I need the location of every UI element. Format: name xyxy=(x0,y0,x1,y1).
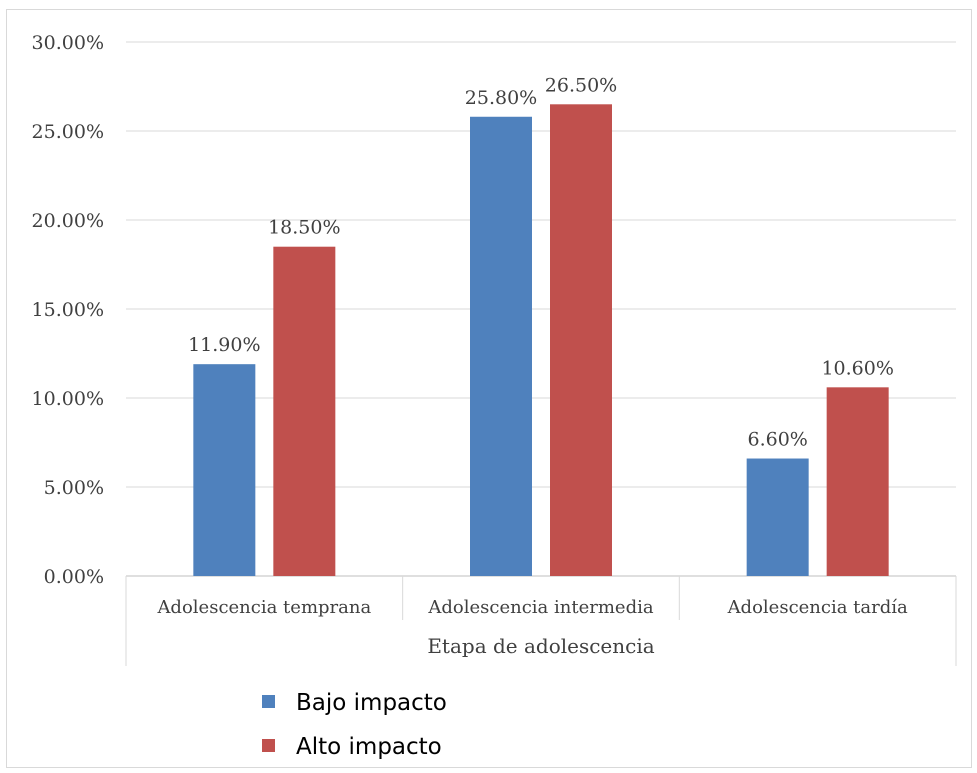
y-tick-label: 30.00% xyxy=(32,32,104,54)
bar-bajo-impacto xyxy=(193,364,256,576)
legend-swatch xyxy=(262,739,275,752)
y-tick-label: 0.00% xyxy=(44,566,104,588)
category-label: Adolescencia tardía xyxy=(727,597,908,618)
legend-label: Bajo impacto xyxy=(296,690,447,716)
data-label: 25.80% xyxy=(465,87,537,109)
bar-bajo-impacto xyxy=(470,116,532,576)
bar-alto-impacto xyxy=(550,104,612,577)
y-tick-label: 5.00% xyxy=(44,477,104,499)
data-label: 11.90% xyxy=(188,334,260,356)
bar-bajo-impacto xyxy=(746,458,809,576)
bar-alto-impacto xyxy=(826,387,889,576)
y-tick-label: 25.00% xyxy=(32,121,104,143)
category-label: Adolescencia intermedia xyxy=(427,597,653,618)
bar-alto-impacto xyxy=(273,246,336,576)
y-tick-label: 20.00% xyxy=(32,210,104,232)
data-label: 10.60% xyxy=(821,357,893,379)
y-tick-label: 15.00% xyxy=(32,299,104,321)
data-label: 18.50% xyxy=(268,217,340,239)
y-tick-label: 10.00% xyxy=(32,388,104,410)
category-label: Adolescencia temprana xyxy=(156,597,371,618)
legend-label: Alto impacto xyxy=(296,734,442,760)
data-label: 6.60% xyxy=(747,429,807,451)
x-axis-title: Etapa de adolescencia xyxy=(427,634,654,658)
legend-swatch xyxy=(262,695,275,708)
data-label: 26.50% xyxy=(545,74,617,96)
